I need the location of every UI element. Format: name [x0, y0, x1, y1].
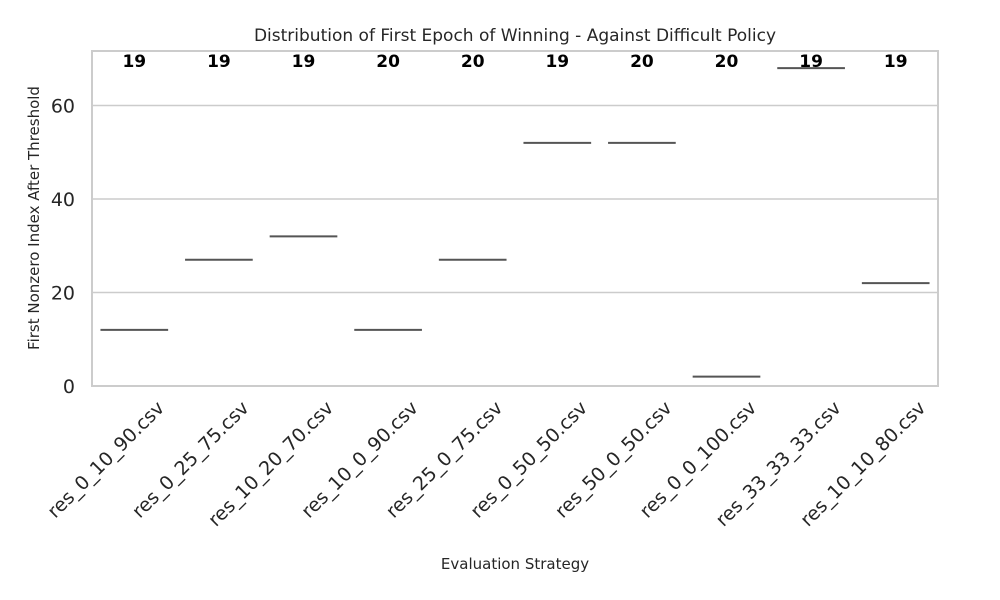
count-label: 20: [715, 52, 739, 72]
y-tick-label: 0: [63, 376, 75, 398]
y-axis: 0 20 40 60: [51, 96, 75, 399]
count-label: 19: [545, 52, 569, 72]
x-axis-label: Evaluation Strategy: [441, 555, 589, 573]
count-label: 20: [630, 52, 654, 72]
plot-frame: [91, 50, 939, 387]
count-label: 20: [376, 52, 400, 72]
count-label: 19: [207, 52, 231, 72]
count-label: 19: [122, 52, 146, 72]
x-axis: res_0_10_90.csvres_0_25_75.csvres_10_20_…: [43, 397, 930, 531]
count-label: 19: [292, 52, 316, 72]
chart-title: Distribution of First Epoch of Winning -…: [254, 26, 776, 46]
count-label: 19: [799, 52, 823, 72]
y-tick-label: 40: [51, 189, 75, 211]
y-axis-label: First Nonzero Index After Threshold: [25, 86, 43, 350]
count-label: 20: [461, 52, 485, 72]
grid: [92, 104, 938, 387]
y-tick-label: 20: [51, 283, 75, 305]
count-labels: 19 19 19 20 20 19 20 20 19 19: [122, 52, 907, 72]
y-tick-label: 60: [51, 96, 75, 118]
count-label: 19: [884, 52, 908, 72]
plot-marks: [100, 67, 930, 378]
